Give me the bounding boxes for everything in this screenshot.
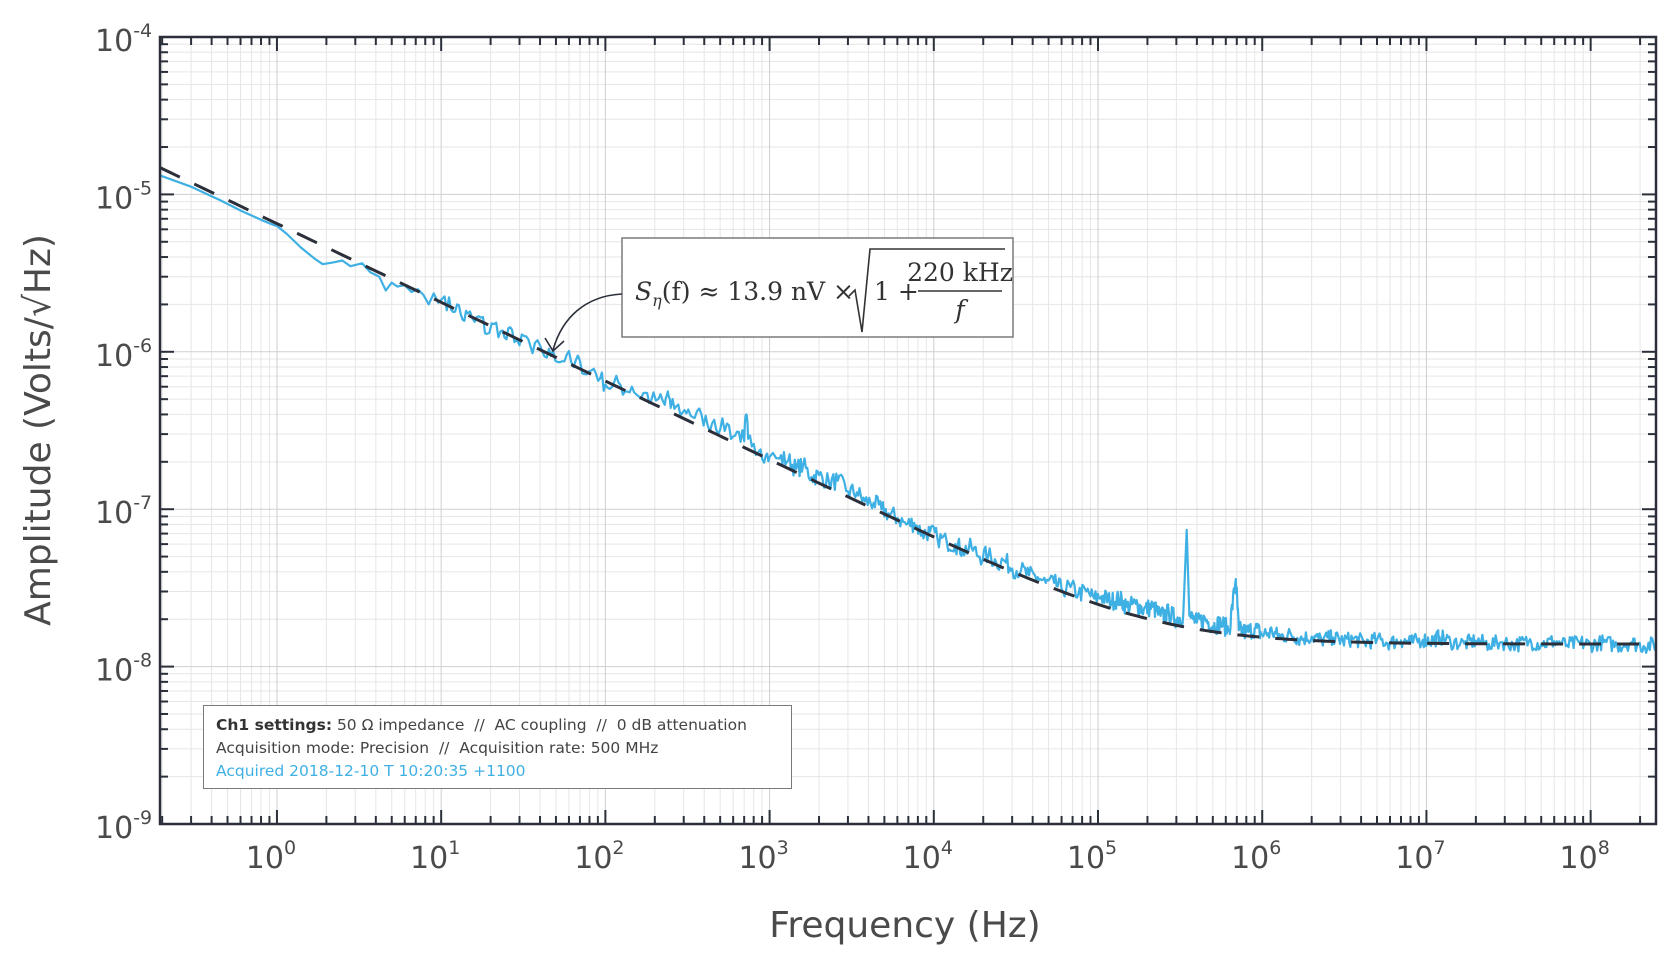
x-tick-base: 10: [738, 841, 776, 876]
eq-one-plus: 1 +: [874, 277, 919, 306]
eq-denominator: f: [953, 295, 968, 324]
x-tick-label: 104: [903, 837, 953, 876]
series-layer: [160, 166, 1656, 654]
x-tick-exponent: 0: [284, 837, 296, 859]
y-tick-base: 10: [95, 181, 133, 216]
info-line-acquisition: Acquisition mode: Precision // Acquisiti…: [216, 739, 659, 757]
y-tick-exponent: -6: [133, 335, 152, 357]
y-tick-base: 10: [95, 24, 133, 59]
equation-box: [621, 237, 1014, 338]
x-tick-labels: 100 101 102 103 104 105 106 107 108: [246, 837, 1610, 876]
eq-main: (f) ≈ 13.9 nV ×: [662, 277, 854, 306]
eq-symbol-s: S: [635, 277, 652, 306]
y-tick-labels: 10-410-510-610-710-810-9: [95, 20, 152, 846]
y-tick-label: 10-9: [95, 807, 152, 846]
x-tick-label: 100: [246, 837, 296, 876]
y-tick-base: 10: [95, 811, 133, 846]
x-tick-label: 108: [1560, 837, 1610, 876]
annotation-arrow: [552, 293, 623, 351]
x-tick-base: 10: [246, 841, 284, 876]
x-tick-label: 103: [738, 837, 788, 876]
y-tick-label: 10-7: [95, 492, 152, 531]
axis-ticks: [160, 37, 1656, 825]
x-tick-label: 106: [1231, 837, 1281, 876]
x-tick-exponent: 2: [612, 837, 624, 859]
y-tick-exponent: -9: [133, 807, 152, 829]
y-tick-exponent: -5: [133, 177, 152, 199]
equation-annotation: Sη(f) ≈ 13.9 nV × 1 + 220 kHz f: [544, 237, 1014, 353]
x-tick-base: 10: [410, 841, 448, 876]
y-tick-exponent: -8: [133, 650, 152, 672]
info-settings-value: 50 Ω impedance // AC coupling // 0 dB at…: [332, 716, 747, 734]
y-axis-title: Amplitude (Volts/√Hz): [18, 234, 59, 626]
info-settings-label: Ch1 settings:: [216, 716, 333, 734]
info-line-settings: Ch1 settings: 50 Ω impedance // AC coupl…: [216, 714, 791, 737]
x-tick-exponent: 6: [1269, 837, 1281, 859]
y-tick-base: 10: [95, 654, 133, 689]
sqrt-sign: [848, 248, 1005, 333]
x-tick-exponent: 5: [1105, 837, 1117, 859]
x-tick-base: 10: [1395, 841, 1433, 876]
x-axis-title: Frequency (Hz): [769, 905, 1040, 946]
y-tick-label: 10-8: [95, 650, 152, 689]
y-tick-base: 10: [95, 496, 133, 531]
x-tick-label: 101: [410, 837, 460, 876]
eq-numerator: 220 kHz: [907, 258, 1013, 287]
y-tick-exponent: -7: [133, 492, 152, 514]
x-tick-exponent: 1: [448, 837, 460, 859]
x-tick-base: 10: [1560, 841, 1598, 876]
model-fit-dashed-line: [160, 166, 1656, 646]
x-tick-label: 102: [574, 837, 624, 876]
x-tick-exponent: 3: [777, 837, 789, 859]
x-tick-exponent: 7: [1433, 837, 1445, 859]
info-line-timestamp: Acquired 2018-12-10 T 10:20:35 +1100: [216, 762, 526, 780]
acquisition-info-box: Ch1 settings: 50 Ω impedance // AC coupl…: [203, 705, 792, 789]
y-tick-exponent: -4: [133, 20, 152, 42]
x-tick-base: 10: [1067, 841, 1105, 876]
x-tick-base: 10: [1231, 841, 1269, 876]
x-tick-base: 10: [903, 841, 941, 876]
y-tick-label: 10-5: [95, 177, 152, 216]
measured-spectrum-line: [160, 174, 1656, 654]
x-tick-label: 107: [1395, 837, 1445, 876]
y-tick-base: 10: [95, 339, 133, 374]
x-tick-label: 105: [1067, 837, 1117, 876]
y-tick-label: 10-6: [95, 335, 152, 374]
y-tick-label: 10-4: [95, 20, 152, 59]
eq-subscript: η: [652, 291, 662, 310]
equation-text: Sη(f) ≈ 13.9 nV ×: [635, 277, 854, 310]
annotation-arrowhead: [544, 337, 565, 353]
x-tick-exponent: 4: [941, 837, 953, 859]
x-tick-exponent: 8: [1598, 837, 1610, 859]
minor-gridlines: [160, 37, 1656, 824]
x-tick-base: 10: [574, 841, 612, 876]
